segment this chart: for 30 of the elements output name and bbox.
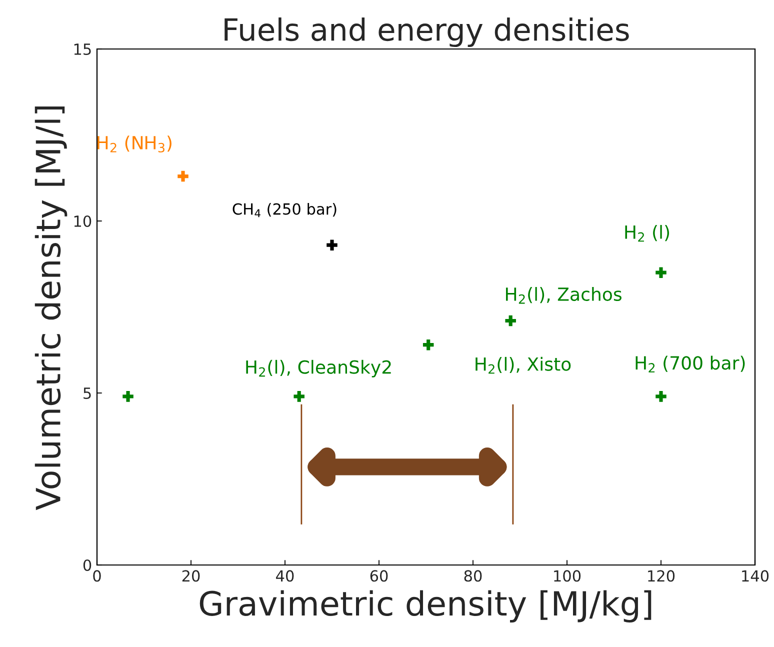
- point: [505, 315, 516, 326]
- chart-title: Fuels and energy densities: [224, 17, 629, 48]
- x-tick-label: 0: [93, 570, 101, 582]
- point: [122, 391, 134, 402]
- series-label: H$_{2}$(l), Zachos: [506, 287, 622, 304]
- series-label: CH$_{4}$ (250 bar): [232, 202, 336, 218]
- series-label: H$_{2}$(l), CleanSky2: [246, 360, 391, 378]
- text: H$_{2}$(l), Xisto: [476, 356, 571, 374]
- series-label: H$_{2}$ (700 bar): [636, 356, 745, 372]
- x-tick-label: 100: [554, 570, 581, 582]
- point: [326, 240, 338, 250]
- x-tick-label: 120: [648, 570, 675, 582]
- y-tick-label: 10: [74, 215, 92, 228]
- point: [422, 339, 434, 350]
- x-tick-label: 80: [464, 570, 482, 582]
- series-label: H$_{2}$ (NH$_{3}$): [98, 136, 172, 152]
- x-tick-label: 20: [182, 570, 200, 582]
- x-tick-label: 60: [370, 570, 388, 582]
- point: [656, 267, 666, 278]
- y-axis-title: Volumetric density [MJ/l]: [34, 106, 68, 510]
- x-tick-label: 140: [742, 570, 769, 582]
- point: [178, 170, 188, 182]
- x-axis-title: Gravimetric density [MJ/kg]: [200, 590, 652, 622]
- y-tick-label: 0: [83, 559, 92, 572]
- point: [656, 391, 666, 402]
- point: [294, 391, 304, 402]
- x-tick-label: 40: [276, 570, 294, 582]
- y-tick-label: 15: [74, 44, 91, 56]
- series-label: H$_{2}$ (l): [625, 224, 670, 242]
- y-tick-label: 5: [84, 388, 91, 400]
